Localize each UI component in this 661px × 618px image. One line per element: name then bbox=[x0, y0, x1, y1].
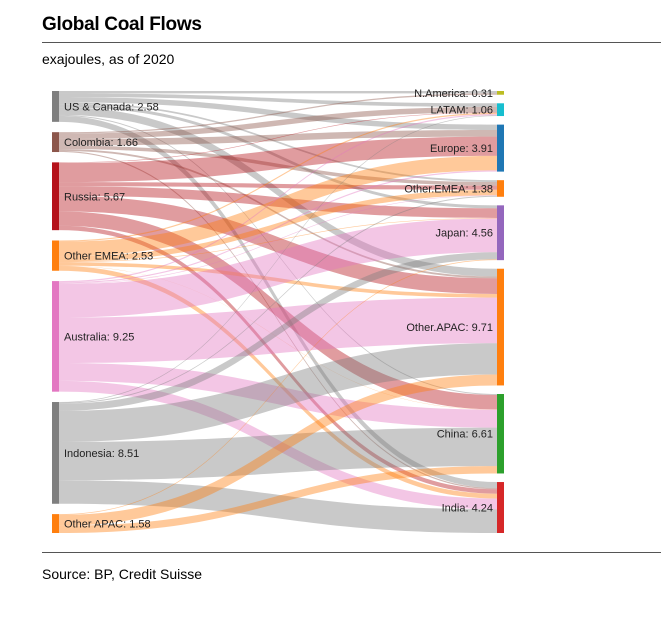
flow-indonesia-to-china bbox=[59, 427, 497, 481]
source-label-russia: Russia: 5.67 bbox=[64, 191, 125, 203]
flow-other-emea-to-latam bbox=[59, 112, 497, 242]
flow-colombia-to-n-america bbox=[59, 93, 497, 134]
target-label-europe: Europe: 3.91 bbox=[430, 143, 493, 155]
node-labels: US & Canada: 2.58 Colombia: 1.66 Russia: 5… bbox=[64, 88, 493, 531]
flow-colombia-to-other-emea bbox=[59, 145, 497, 186]
source-node-colombia bbox=[52, 132, 59, 153]
flow-other-emea-to-china bbox=[59, 265, 497, 410]
source-node-indonesia bbox=[52, 402, 59, 504]
target-node-china bbox=[497, 394, 504, 474]
chart-title: Global Coal Flows bbox=[42, 14, 202, 35]
flow-indonesia-to-japan bbox=[59, 252, 497, 411]
target-label-other-emea: Other.EMEA: 1.38 bbox=[404, 183, 493, 195]
target-label-india: India: 4.24 bbox=[442, 503, 493, 515]
source-label-colombia: Colombia: 1.66 bbox=[64, 137, 138, 149]
flow-russia-to-china bbox=[59, 211, 497, 410]
bottom-divider bbox=[42, 552, 661, 553]
flow-other-emea-to-europe bbox=[59, 155, 497, 257]
chart-subtitle: exajoules, as of 2020 bbox=[42, 51, 175, 67]
flow-other-apac-to-other-apac bbox=[59, 374, 497, 526]
flow-us-canada-to-europe bbox=[59, 96, 497, 131]
flow-us-canada-to-china bbox=[59, 114, 497, 395]
flow-other-emea-to-other-apac bbox=[59, 262, 497, 298]
flow-colombia-to-latam bbox=[59, 106, 497, 139]
flow-australia-to-other-emea bbox=[59, 195, 497, 285]
source-label-other-apac: Other APAC: 1.58 bbox=[64, 519, 151, 531]
flow-indonesia-to-latam bbox=[59, 115, 497, 403]
source-node-us-canada bbox=[52, 91, 59, 122]
source-node-russia bbox=[52, 162, 59, 231]
target-node-india bbox=[497, 482, 504, 533]
flow-russia-to-india bbox=[59, 225, 497, 494]
flow-indonesia-to-other-emea bbox=[59, 195, 497, 404]
flow-links bbox=[59, 91, 497, 533]
flow-other-emea-to-other-emea bbox=[59, 189, 497, 262]
source-label-australia: Australia: 9.25 bbox=[64, 331, 134, 343]
flow-other-emea-to-india bbox=[59, 265, 497, 499]
flow-australia-to-europe bbox=[59, 170, 497, 284]
top-divider bbox=[42, 42, 661, 43]
flow-russia-to-latam bbox=[59, 112, 497, 163]
flow-colombia-to-other-apac bbox=[59, 149, 497, 279]
flow-indonesia-to-india bbox=[59, 480, 497, 533]
source-node-other-apac bbox=[52, 514, 59, 533]
source-label-other-emea: Other EMEA: 2.53 bbox=[64, 251, 153, 263]
flow-us-canada-to-other-emea bbox=[59, 102, 497, 182]
flow-australia-to-other-apac bbox=[59, 297, 497, 363]
source-node-australia bbox=[52, 281, 59, 392]
flow-other-emea-to-japan bbox=[59, 217, 497, 263]
flow-indonesia-to-other-apac bbox=[59, 343, 497, 442]
flow-us-canada-to-n-america bbox=[59, 91, 497, 94]
target-label-china: China: 6.61 bbox=[437, 429, 493, 441]
flow-australia-to-japan bbox=[59, 218, 497, 318]
flow-russia-to-japan bbox=[59, 186, 497, 218]
source-node-other-emea bbox=[52, 240, 59, 271]
target-node-japan bbox=[497, 205, 504, 261]
target-label-n-america: N.America: 0.31 bbox=[414, 88, 493, 100]
target-node-n-america bbox=[497, 91, 504, 95]
flow-other-apac-to-china bbox=[59, 466, 497, 533]
target-node-europe bbox=[497, 124, 504, 172]
flow-us-canada-to-other-apac bbox=[59, 107, 497, 277]
flow-russia-to-other-emea bbox=[59, 182, 497, 190]
flow-colombia-to-india bbox=[59, 150, 497, 490]
source-label-us-canada: US & Canada: 2.58 bbox=[64, 101, 159, 113]
flow-colombia-to-europe bbox=[59, 130, 497, 146]
flow-australia-to-india bbox=[59, 380, 497, 510]
source-note: Source: BP, Credit Suisse bbox=[42, 566, 203, 582]
flow-russia-to-other-apac bbox=[59, 195, 497, 294]
flow-russia-to-europe bbox=[59, 136, 497, 183]
flow-australia-to-china bbox=[59, 362, 497, 428]
nodes bbox=[52, 91, 504, 533]
flow-us-canada-to-latam bbox=[59, 93, 497, 107]
target-label-japan: Japan: 4.56 bbox=[436, 228, 494, 240]
flow-australia-to-latam bbox=[59, 114, 497, 283]
flow-us-canada-to-india bbox=[59, 115, 497, 489]
source-label-indonesia: Indonesia: 8.51 bbox=[64, 448, 139, 460]
target-label-other-apac: Other.APAC: 9.71 bbox=[406, 322, 493, 334]
flow-us-canada-to-japan bbox=[59, 104, 497, 209]
target-node-other-emea bbox=[497, 180, 504, 197]
target-node-latam bbox=[497, 103, 504, 117]
target-node-other-apac bbox=[497, 268, 504, 386]
flow-other-apac-to-japan bbox=[59, 259, 497, 515]
target-label-latam: LATAM: 1.06 bbox=[430, 105, 493, 117]
